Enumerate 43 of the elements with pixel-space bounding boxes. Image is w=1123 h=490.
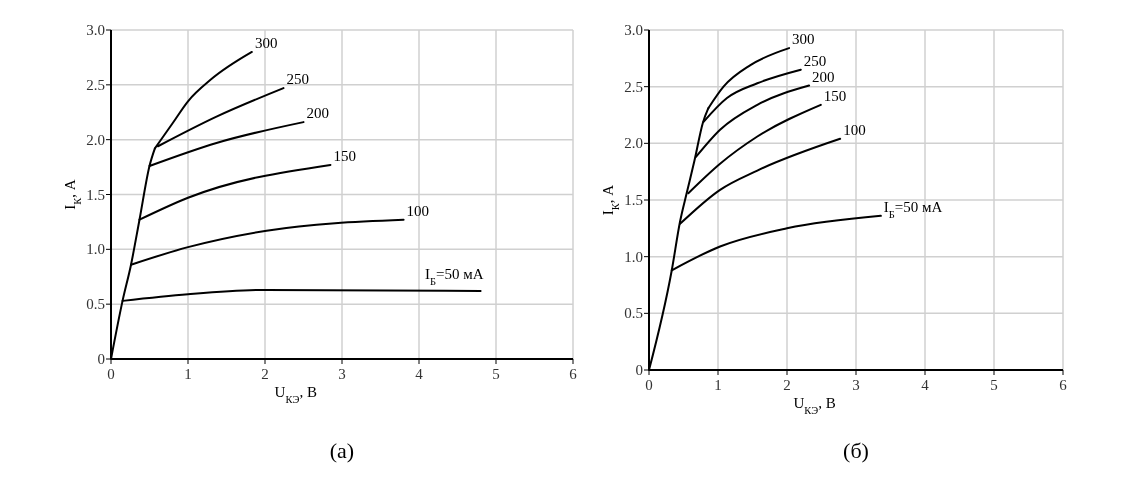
annotation: I$_{Б}$=50 мА — [425, 266, 484, 287]
x-axis-title: U$_{КЭ}$, В — [793, 395, 836, 416]
x-tick-label: 2 — [261, 366, 269, 382]
x-tick-label: 5 — [990, 377, 998, 393]
y-tick-label: 0.5 — [86, 296, 105, 313]
x-tick-label: 5 — [492, 366, 500, 382]
annotation: 300 — [254, 34, 278, 51]
text: (а) — [329, 438, 355, 463]
annotation: 150 — [823, 87, 847, 104]
annotation: 250 — [286, 71, 309, 88]
y-tick-label: 1.0 — [624, 248, 643, 265]
text: (б) — [843, 438, 869, 463]
x-tick-label: 0 — [107, 366, 115, 382]
y-tick-label: 0 — [97, 351, 105, 367]
y-tick-label: 0.5 — [624, 305, 643, 322]
x-tick-label: 0 — [645, 377, 653, 393]
y-tick-label: 1.0 — [86, 241, 105, 258]
x-tick-label: 3 — [852, 377, 860, 393]
x-axis-title: U$_{КЭ}$, В — [274, 384, 318, 405]
x-tick-label: 4 — [921, 377, 930, 393]
y-tick-label: 2.5 — [86, 76, 105, 93]
y-tick-label: 2.0 — [624, 135, 643, 152]
x-tick-label: 1 — [714, 377, 722, 393]
annotation: 200 — [306, 105, 329, 122]
y-tick-label: 2.0 — [86, 131, 105, 148]
x-tick-label: 2 — [783, 377, 791, 393]
x-tick-label: 6 — [1059, 377, 1068, 393]
annotation: 300 — [792, 31, 815, 48]
annotation: 200 — [812, 68, 835, 85]
annotation: 250 — [803, 52, 827, 69]
x-tick-label: 4 — [415, 366, 424, 382]
x-tick-label: 3 — [338, 366, 346, 382]
y-tick-label: 1.5 — [624, 192, 643, 208]
y-tick-label: 2.5 — [624, 78, 643, 95]
annotation: 100 — [406, 202, 430, 219]
annotation: 100 — [843, 121, 866, 138]
x-tick-label: 6 — [569, 366, 578, 382]
y-tick-label: 1.5 — [86, 186, 105, 203]
x-tick-label: 1 — [184, 366, 192, 382]
y-tick-label: 3.0 — [624, 22, 643, 38]
y-tick-label: 3.0 — [86, 22, 105, 38]
annotation: I$_{Б}$=50 мА — [883, 198, 943, 220]
annotation: 150 — [333, 147, 356, 164]
